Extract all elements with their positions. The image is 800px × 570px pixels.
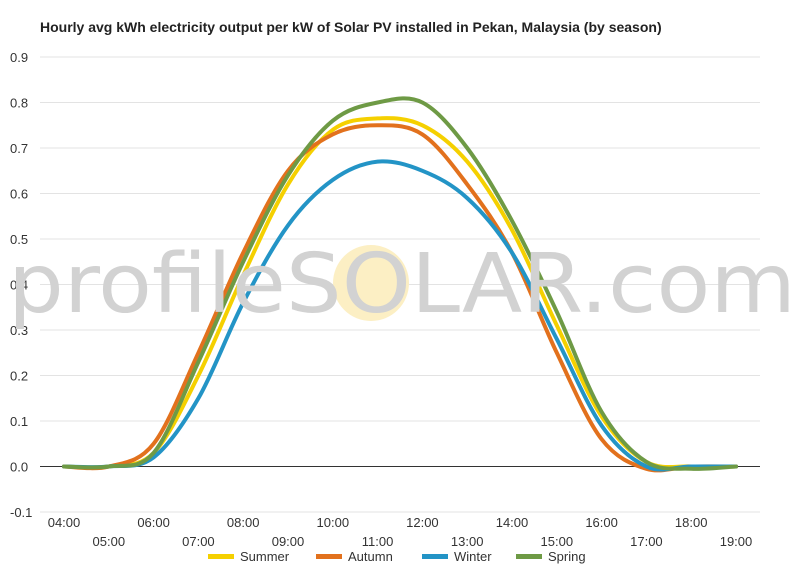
y-tick-label: 0.9 (10, 50, 28, 65)
x-tick-label: 07:00 (182, 534, 215, 549)
series-layer (62, 96, 738, 473)
y-tick-label: 0.5 (10, 232, 28, 247)
x-tick-label: 19:00 (720, 534, 753, 549)
x-tick-label: 16:00 (585, 515, 618, 530)
legend-swatch-autumn (316, 554, 342, 559)
y-tick-label: -0.1 (10, 505, 32, 520)
x-tick-label: 11:00 (362, 534, 394, 549)
x-axis-ticks: 04:00 05:00 06:00 07:00 08:00 09:00 10:00 11:00… (48, 515, 753, 549)
series-line-winter (62, 159, 738, 472)
x-tick-label: 15:00 (541, 534, 574, 549)
y-axis-ticks: 0.9 0.8 0.7 0.6 0.5 0.4 0.3 0.2 0.1 0.0 -0.1 (10, 50, 32, 520)
legend-swatch-winter (422, 554, 448, 559)
y-tick-label: 0.6 (10, 187, 28, 202)
y-tick-label: 0.3 (10, 323, 28, 338)
legend-label-spring: Spring (548, 549, 586, 564)
x-tick-label: 04:00 (48, 515, 81, 530)
series-line-spring (62, 96, 738, 471)
x-tick-label: 13:00 (451, 534, 484, 549)
series-line-summer (62, 116, 738, 470)
y-tick-label: 0.0 (10, 460, 28, 475)
legend: Summer Autumn Winter Spring (0, 549, 800, 569)
x-tick-label: 12:00 (406, 515, 439, 530)
legend-item-autumn[interactable]: Autumn (316, 549, 393, 564)
x-tick-label: 06:00 (137, 515, 170, 530)
series-line-autumn (62, 123, 738, 473)
legend-label-winter: Winter (454, 549, 492, 564)
y-tick-label: 0.7 (10, 141, 28, 156)
legend-item-summer[interactable]: Summer (208, 549, 289, 564)
x-tick-label: 08:00 (227, 515, 260, 530)
x-tick-label: 10:00 (317, 515, 350, 530)
x-tick-label: 09:00 (272, 534, 305, 549)
y-tick-label: 0.8 (10, 96, 28, 111)
legend-label-autumn: Autumn (348, 549, 393, 564)
legend-swatch-summer (208, 554, 234, 559)
legend-item-spring[interactable]: Spring (516, 549, 586, 564)
chart-title: Hourly avg kWh electricity output per kW… (40, 19, 662, 35)
x-tick-label: 17:00 (630, 534, 663, 549)
grid-lines (40, 56, 760, 513)
x-tick-label: 05:00 (93, 534, 126, 549)
y-tick-label: 0.4 (10, 278, 28, 293)
x-tick-label: 14:00 (496, 515, 529, 530)
legend-item-winter[interactable]: Winter (422, 549, 492, 564)
y-tick-label: 0.1 (10, 414, 28, 429)
legend-label-summer: Summer (240, 549, 290, 564)
x-tick-label: 18:00 (675, 515, 708, 530)
y-tick-label: 0.2 (10, 369, 28, 384)
legend-swatch-spring (516, 554, 542, 559)
